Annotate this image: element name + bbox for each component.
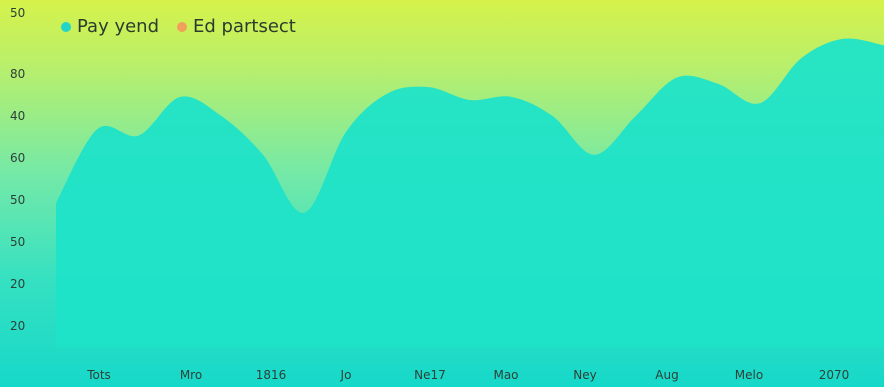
y-tick-3: 60 xyxy=(10,151,26,165)
legend-swatch-ed-partsect xyxy=(177,21,188,32)
x-tick-6: Ney xyxy=(573,368,597,382)
x-tick-4: Ne17 xyxy=(414,368,446,382)
x-tick-9: 2070 xyxy=(818,368,850,382)
y-tick-6: 20 xyxy=(10,277,26,291)
legend-item-ed-partsect: Ed partsect xyxy=(177,16,296,37)
legend-swatch-pay-yend xyxy=(61,21,71,32)
y-tick-4: 50 xyxy=(10,193,26,207)
x-tick-7: Aug xyxy=(655,368,679,382)
y-tick-7: 20 xyxy=(10,319,26,333)
x-tick-5: Mao xyxy=(493,368,519,382)
legend-item-pay-yend: Pay yend xyxy=(61,16,159,37)
legend: Pay yend Ed partsect xyxy=(61,16,296,37)
legend-label-pay-yend: Pay yend xyxy=(77,16,160,37)
y-tick-0: 50 xyxy=(10,6,26,20)
y-tick-1: 80 xyxy=(10,67,26,81)
x-tick-2: 1816 xyxy=(255,368,287,382)
x-tick-0: Tots xyxy=(87,368,111,382)
y-tick-2: 40 xyxy=(10,109,26,123)
x-tick-8: Melo xyxy=(734,368,764,382)
x-tick-1: Mro xyxy=(179,368,203,382)
x-tick-3: Jo xyxy=(340,368,352,382)
legend-label-ed-partsect: Ed partsect xyxy=(193,16,296,37)
y-tick-5: 50 xyxy=(10,235,26,249)
series-area-pay-yend xyxy=(56,38,884,349)
